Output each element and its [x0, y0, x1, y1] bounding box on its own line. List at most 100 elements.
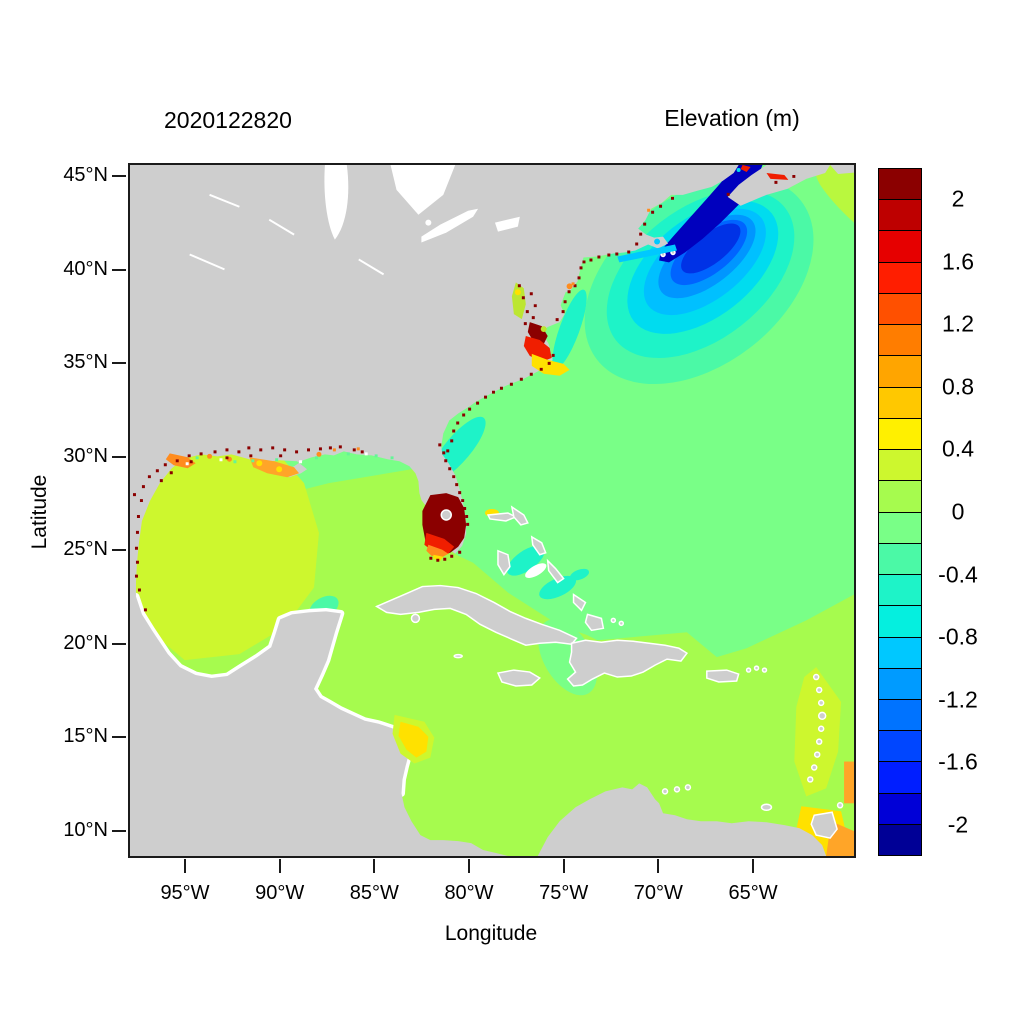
- lake-erie: [421, 208, 479, 243]
- island-trinidad: [810, 811, 838, 839]
- y-tick-label: 25°N: [63, 538, 108, 561]
- y-tick-label: 40°N: [63, 257, 108, 280]
- y-tick-mark: [112, 642, 126, 645]
- land-nova-scotia: [727, 165, 831, 206]
- great-lakes: [189, 165, 520, 276]
- island-antilles-9: [807, 776, 814, 783]
- island-antilles-4: [817, 711, 827, 721]
- island-hispaniola: [566, 639, 689, 687]
- surge-delta-yellow-2: [276, 466, 283, 473]
- colorbar-cell: [879, 230, 921, 262]
- x-tick-label: 75°W: [539, 882, 589, 904]
- surge-minas-basin: [736, 165, 789, 180]
- island-antilles-6: [815, 738, 823, 745]
- lake-michigan: [324, 165, 349, 240]
- colorbar-tick-label: -0.4: [938, 561, 978, 588]
- y-tick-mark: [112, 829, 126, 832]
- land-cape-breton-strip: [830, 165, 854, 174]
- island-isle-of-youth: [410, 613, 421, 624]
- island-andros: [497, 549, 511, 576]
- ocean-gulf-west: [130, 443, 319, 661]
- y-tick-mark: [112, 549, 126, 552]
- surge-chesapeake-yellow-dot: [514, 289, 521, 296]
- y-tick-label: 35°N: [63, 351, 108, 374]
- y-tick-label: 10°N: [63, 819, 108, 842]
- x-tick-label: 85°W: [349, 882, 399, 904]
- colorbar-cell: [879, 511, 921, 543]
- colorbar-cell: [879, 324, 921, 356]
- ocean-antilles-band: [794, 667, 842, 797]
- surge-delta-yellow-1: [256, 460, 263, 467]
- y-tick-label: 20°N: [63, 631, 108, 654]
- colorbar-tick-label: -1.6: [938, 748, 978, 775]
- surge-delaware-orange-dot: [566, 283, 573, 290]
- speckles-white: [185, 452, 368, 466]
- x-tick-mark: [278, 859, 281, 873]
- x-tick-mark: [562, 859, 565, 873]
- surge-minas-streak-2: [766, 172, 789, 180]
- colorbar-tick-label: 0.4: [942, 435, 974, 462]
- island-antilles-5: [817, 725, 825, 732]
- surge-hatteras-gy-dot: [540, 326, 547, 333]
- colorbar-tick-label: 2: [951, 185, 965, 212]
- colorbar-tick-label: -2: [947, 811, 969, 838]
- white-bank-bahamas: [525, 563, 547, 579]
- island-turks-1: [610, 617, 617, 624]
- x-tick-label: 80°W: [444, 882, 494, 904]
- timestamp-title: 2020122820: [164, 107, 292, 133]
- lake-st-clair: [425, 219, 432, 226]
- island-antilles-8: [810, 764, 818, 771]
- colorbar-cell: [879, 730, 921, 762]
- surge-pamlico-orange: [523, 336, 552, 362]
- colorbar-cell: [879, 480, 921, 512]
- y-tick-label: 45°N: [63, 164, 108, 187]
- island-tobago: [836, 802, 844, 809]
- x-tick-label: 70°W: [633, 882, 683, 904]
- x-axis-label: Longitude: [444, 922, 538, 945]
- island-great-inagua: [584, 613, 605, 632]
- teal-band-delmarva: [552, 289, 587, 369]
- colorbar-tick-label: -0.8: [938, 623, 978, 650]
- island-virgin-3: [761, 667, 768, 673]
- island-antilles-7: [813, 751, 821, 758]
- lake-ontario: [494, 216, 520, 232]
- colorbar-cell: [879, 574, 921, 606]
- x-tick-label: 95°W: [160, 882, 210, 904]
- island-virgin-1: [745, 667, 752, 673]
- island-acklins: [572, 593, 587, 612]
- speckles-darkred: [132, 174, 796, 612]
- x-tick-mark: [752, 859, 755, 873]
- island-grand-bahama: [486, 512, 518, 522]
- colorbar-cell: [879, 355, 921, 387]
- island-antilles-3: [817, 699, 825, 707]
- colorbar-cell: [879, 292, 921, 325]
- lake-huron: [390, 165, 456, 215]
- colorbar: [878, 168, 922, 856]
- y-tick-label: 30°N: [63, 444, 108, 467]
- colorbar-title: Elevation (m): [664, 105, 800, 131]
- map-svg: [130, 165, 854, 856]
- colorbar-cell: [879, 605, 921, 637]
- lake-okeechobee: [440, 509, 452, 521]
- island-jamaica: [496, 669, 541, 687]
- x-tick-mark: [373, 859, 376, 873]
- colorbar-cell: [879, 792, 921, 824]
- colorbar-cell: [879, 542, 921, 575]
- surge-honduras: [392, 714, 435, 764]
- teal-patch-bahamas-1: [507, 545, 545, 576]
- teal-patch-bahamas-2: [539, 575, 577, 600]
- island-bonaire: [684, 784, 692, 791]
- island-puerto-rico: [706, 669, 740, 683]
- colorbar-cell: [879, 761, 921, 793]
- colorbar-cell: [879, 199, 921, 231]
- y-tick-mark: [112, 175, 126, 177]
- colorbar-cell: [879, 386, 921, 418]
- colorbar-cell: [879, 261, 921, 293]
- colorbar-tick-label: 1.6: [942, 248, 974, 275]
- islands: [375, 249, 844, 839]
- y-tick-mark: [112, 455, 126, 458]
- x-tick-mark: [657, 859, 660, 873]
- maine-ring-6: [681, 223, 741, 274]
- x-tick-label: 90°W: [255, 882, 305, 904]
- rivers: [189, 193, 385, 276]
